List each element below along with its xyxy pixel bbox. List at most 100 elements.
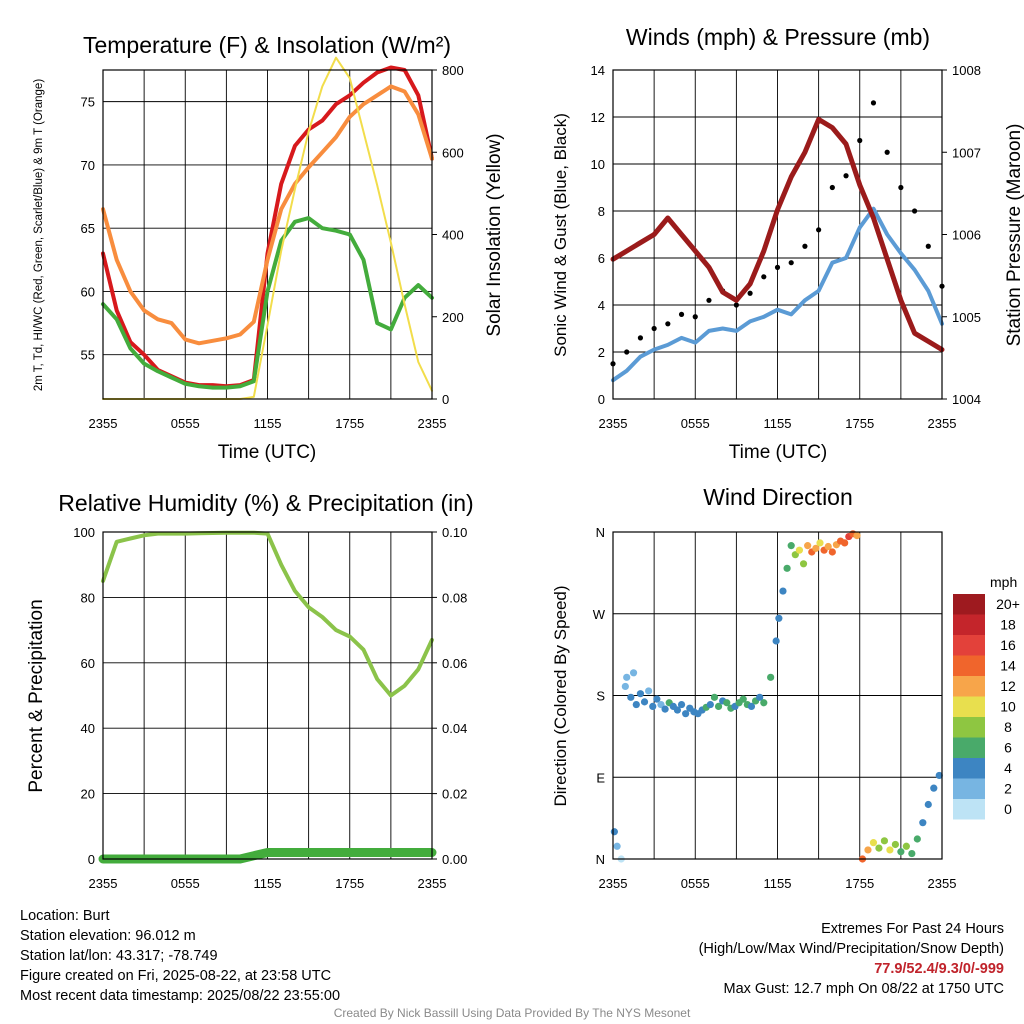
direction-point [677, 700, 686, 709]
direction-point [645, 687, 653, 695]
y2-tick-label: 0.02 [442, 787, 467, 802]
direction-point [853, 532, 861, 540]
y2-tick-label: 0.04 [442, 721, 467, 736]
direction-point [610, 828, 618, 836]
legend-swatch [953, 778, 985, 799]
direction-point [841, 539, 849, 547]
temperature-y-label: 2m T, Td, HI/WC (Red, Green, Scarlet/Blu… [33, 79, 45, 391]
direction-point [913, 835, 921, 843]
direction-point [804, 542, 812, 550]
gust-point [816, 227, 822, 233]
direction-point [613, 842, 621, 850]
x-tick-label: 2355 [89, 876, 118, 891]
wind-direction-panel: Wind Direction 2355 0555 1155 1755 2355 N E S W N… [551, 484, 1020, 891]
station-latlon: Station lat/lon: 43.317; -78.749 [20, 948, 218, 964]
direction-point [739, 695, 747, 703]
wind-plot-frame [612, 69, 943, 400]
direction-point [632, 700, 640, 709]
humidity-y-label: Percent & Precipitation [26, 599, 47, 792]
x-tick-label: 1155 [764, 416, 792, 431]
legend-label: 2 [1004, 781, 1012, 797]
x-tick-label: 2355 [599, 416, 628, 431]
gust-point [802, 243, 808, 249]
x-tick-label: 1755 [845, 876, 874, 891]
extremes-title: Extremes For Past 24 Hours [821, 921, 1004, 937]
series-line-1 [101, 84, 434, 346]
direction-point [649, 702, 657, 711]
y-tick-label: 55 [81, 348, 95, 363]
gust-point [911, 208, 918, 214]
direction-point [627, 693, 635, 701]
direction-point [760, 699, 768, 707]
direction-point [673, 706, 682, 714]
y-tick-label: 8 [598, 204, 605, 219]
direction-point [779, 587, 787, 595]
direction-point [783, 564, 791, 572]
y2-tick-label: 200 [442, 310, 464, 325]
extremes-subtitle: (High/Low/Max Wind/Precipitation/Snow De… [698, 941, 1004, 957]
gust-point [857, 137, 863, 144]
wind-y2-label: Station Pressure (Maroon) [1004, 124, 1024, 347]
y-tick-label: 6 [598, 251, 605, 266]
temperature-plot-frame [102, 69, 433, 400]
y2-tick-label: 1008 [952, 63, 981, 78]
series-line-2 [610, 116, 945, 353]
x-tick-label: 0555 [171, 876, 200, 891]
direction-point [706, 700, 714, 709]
wind-pressure-panel-title: Winds (mph) & Pressure (mb) [626, 24, 930, 50]
gust-point [843, 173, 849, 179]
x-tick-label: 1755 [335, 876, 364, 891]
direction-point [891, 840, 899, 849]
direction-point [812, 544, 820, 552]
y2-tick-label: 600 [442, 145, 464, 160]
x-tick-label: 1755 [845, 416, 874, 431]
direction-point [795, 546, 804, 554]
legend-label: 6 [1004, 740, 1012, 756]
humidity-panel: Relative Humidity (%) & Precipitation (i… [26, 490, 474, 891]
direction-point [897, 848, 905, 856]
direction-point [824, 542, 832, 551]
gust-point [733, 302, 739, 308]
y-tick-label: 0 [598, 392, 605, 407]
y2-tick-label: 0.06 [442, 656, 467, 671]
humidity-plot-frame [102, 531, 433, 860]
wind-y-label: Sonic Wind & Gust (Blue, Black) [551, 113, 570, 357]
x-tick-label: 1155 [764, 876, 792, 891]
x-tick-label: 2355 [928, 416, 957, 431]
temperature-panel: Temperature (F) & Insolation (W/m²) 2355… [33, 32, 505, 463]
gust-point [774, 264, 781, 270]
y2-tick-label: 0.08 [442, 590, 467, 605]
legend-label: 0 [1004, 801, 1012, 817]
gust-point [788, 260, 794, 266]
series-line-0 [611, 206, 944, 383]
direction-point [682, 710, 690, 718]
gust-point [747, 290, 753, 296]
wind-direction-y-label: Direction (Colored By Speed) [551, 585, 570, 806]
x-tick-label: 2355 [418, 416, 447, 431]
series-line-2 [101, 216, 434, 390]
y-tick-label: 40 [81, 721, 95, 736]
gust-point [637, 335, 644, 341]
legend-label: 16 [1000, 637, 1016, 653]
y2-tick-label: 1007 [952, 145, 981, 160]
legend-swatch [953, 594, 985, 615]
x-tick-label: 0555 [681, 416, 710, 431]
y-tick-label: 12 [591, 110, 605, 125]
legend-label: 8 [1004, 719, 1012, 735]
direction-point [828, 548, 836, 556]
direction-point [636, 690, 645, 698]
gust-point [898, 184, 904, 191]
y-tick-label: 4 [598, 298, 605, 313]
x-tick-label: 1155 [254, 416, 282, 431]
y-tick-label: 2 [598, 345, 605, 360]
y-tick-label: 70 [81, 158, 95, 173]
direction-point [935, 771, 943, 780]
station-info: Location: Burt Station elevation: 96.012… [20, 906, 340, 1006]
y-tick-label: 80 [81, 590, 95, 605]
legend-swatch [953, 655, 985, 676]
direction-point [747, 702, 756, 711]
speed-color-legend: mph 20+ 18 16 14 12 10 8 6 4 2 0 [953, 574, 1020, 820]
y-tick-label: 100 [73, 525, 95, 540]
y-tick-label: N [596, 852, 605, 867]
